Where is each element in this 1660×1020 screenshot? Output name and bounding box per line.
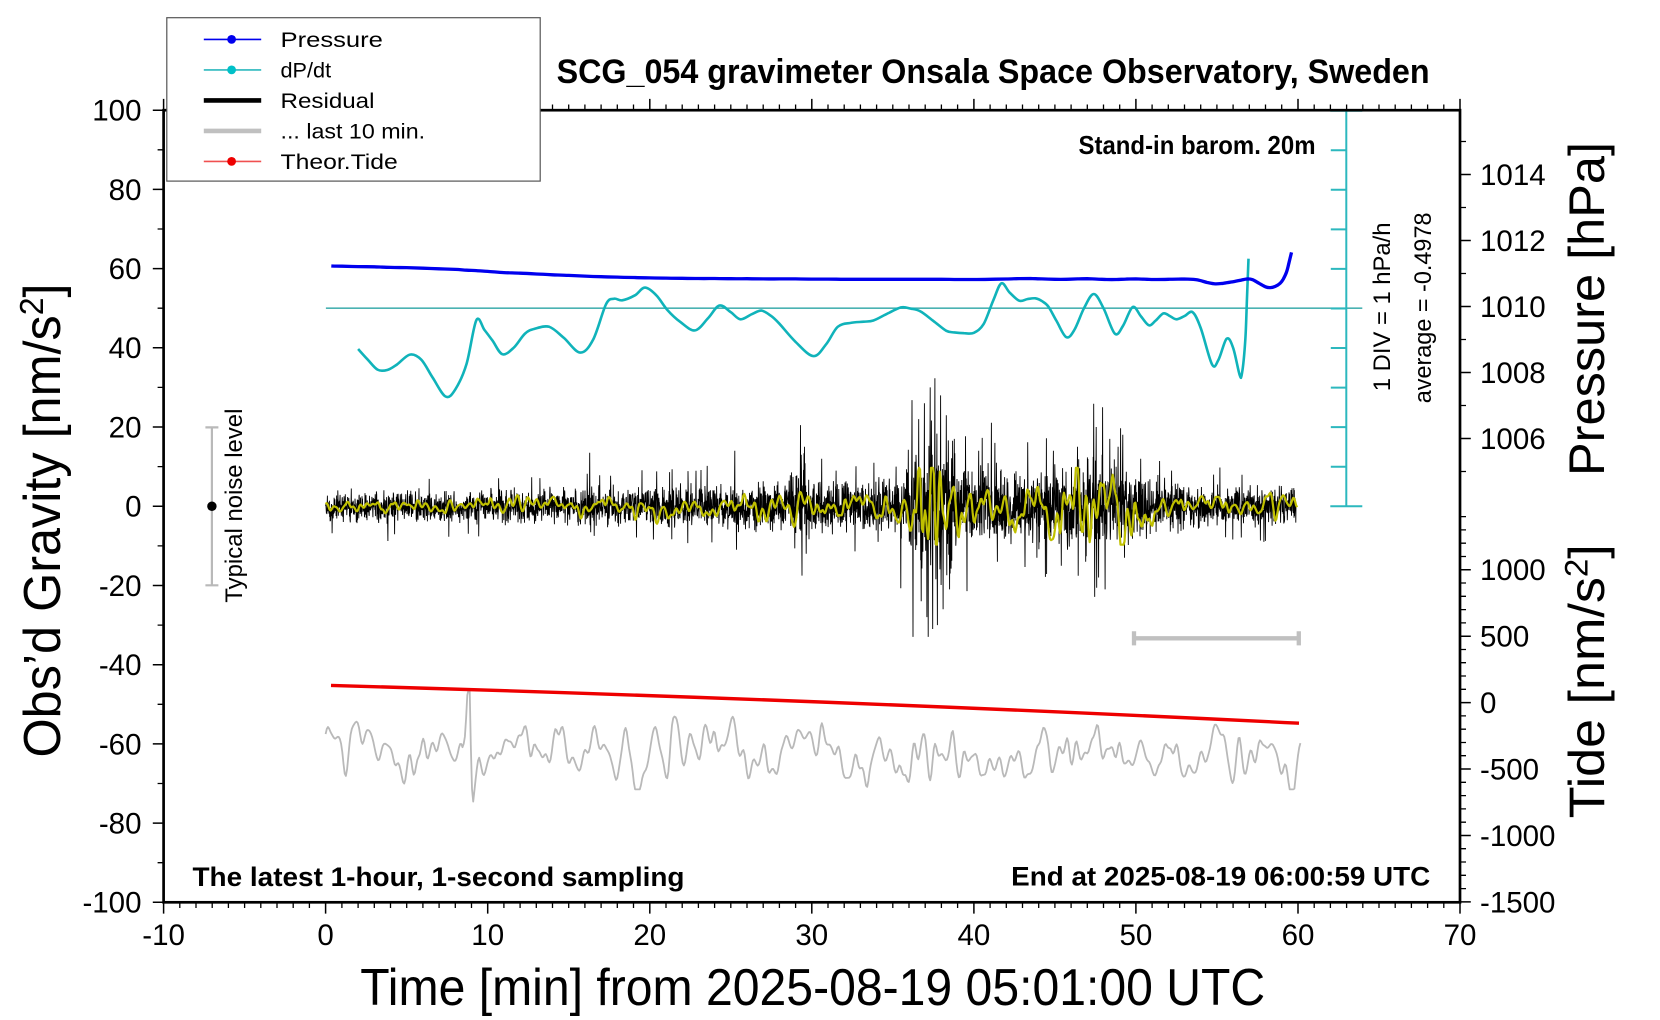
svg-text:Theor.Tide: Theor.Tide <box>281 150 398 174</box>
svg-text:... last 10 min.: ... last 10 min. <box>281 120 426 144</box>
svg-text:1008: 1008 <box>1480 357 1546 390</box>
svg-text:60: 60 <box>109 253 142 286</box>
svg-text:500: 500 <box>1480 621 1529 654</box>
svg-text:1 DIV = 1 hPa/h: 1 DIV = 1 hPa/h <box>1369 223 1396 392</box>
svg-text:20: 20 <box>109 411 142 444</box>
svg-text:Pressure [hPa]: Pressure [hPa] <box>1558 142 1615 476</box>
svg-text:40: 40 <box>109 332 142 365</box>
svg-text:Pressure: Pressure <box>281 28 383 52</box>
svg-text:The latest 1-hour, 1-second sa: The latest 1-hour, 1-second sampling <box>193 862 685 892</box>
svg-text:Time [min] from 2025-08-19 05:: Time [min] from 2025-08-19 05:01:00 UTC <box>360 959 1265 1017</box>
svg-text:-500: -500 <box>1480 753 1539 786</box>
svg-text:70: 70 <box>1444 919 1477 952</box>
svg-text:-20: -20 <box>99 570 142 603</box>
svg-text:-1000: -1000 <box>1480 820 1555 853</box>
svg-text:average = -0.4978: average = -0.4978 <box>1410 212 1437 403</box>
svg-text:1014: 1014 <box>1480 159 1546 192</box>
svg-text:Stand-in barom. 20m: Stand-in barom. 20m <box>1079 130 1316 160</box>
svg-text:1000: 1000 <box>1480 554 1546 587</box>
svg-text:60: 60 <box>1282 919 1315 952</box>
svg-text:30: 30 <box>795 919 828 952</box>
svg-text:100: 100 <box>92 95 141 128</box>
svg-text:-10: -10 <box>142 919 185 952</box>
svg-text:50: 50 <box>1119 919 1152 952</box>
svg-text:1010: 1010 <box>1480 291 1546 324</box>
svg-text:1006: 1006 <box>1480 423 1546 456</box>
svg-text:-1500: -1500 <box>1480 886 1555 919</box>
svg-text:0: 0 <box>1480 687 1496 720</box>
svg-text:1012: 1012 <box>1480 225 1546 258</box>
svg-text:Tide [nm/s2]: Tide [nm/s2] <box>1558 544 1615 818</box>
svg-text:0: 0 <box>317 919 333 952</box>
svg-text:-80: -80 <box>99 808 142 841</box>
svg-text:0: 0 <box>125 491 141 524</box>
svg-text:20: 20 <box>633 919 666 952</box>
svg-text:Residual: Residual <box>281 89 375 113</box>
svg-text:SCG_054 gravimeter Onsala Spac: SCG_054 gravimeter Onsala Space Observat… <box>557 53 1430 91</box>
svg-text:-40: -40 <box>99 649 142 682</box>
svg-text:10: 10 <box>471 919 504 952</box>
svg-text:Obs’d Gravity [nm/s2]: Obs’d Gravity [nm/s2] <box>13 283 72 757</box>
svg-text:40: 40 <box>957 919 990 952</box>
svg-text:dP/dt: dP/dt <box>281 59 332 83</box>
svg-text:-60: -60 <box>99 728 142 761</box>
svg-text:Typical noise level: Typical noise level <box>221 409 248 603</box>
svg-text:End at 2025-08-19 06:00:59 UTC: End at 2025-08-19 06:00:59 UTC <box>1011 862 1430 892</box>
svg-text:80: 80 <box>109 174 142 207</box>
svg-text:-100: -100 <box>82 887 141 920</box>
